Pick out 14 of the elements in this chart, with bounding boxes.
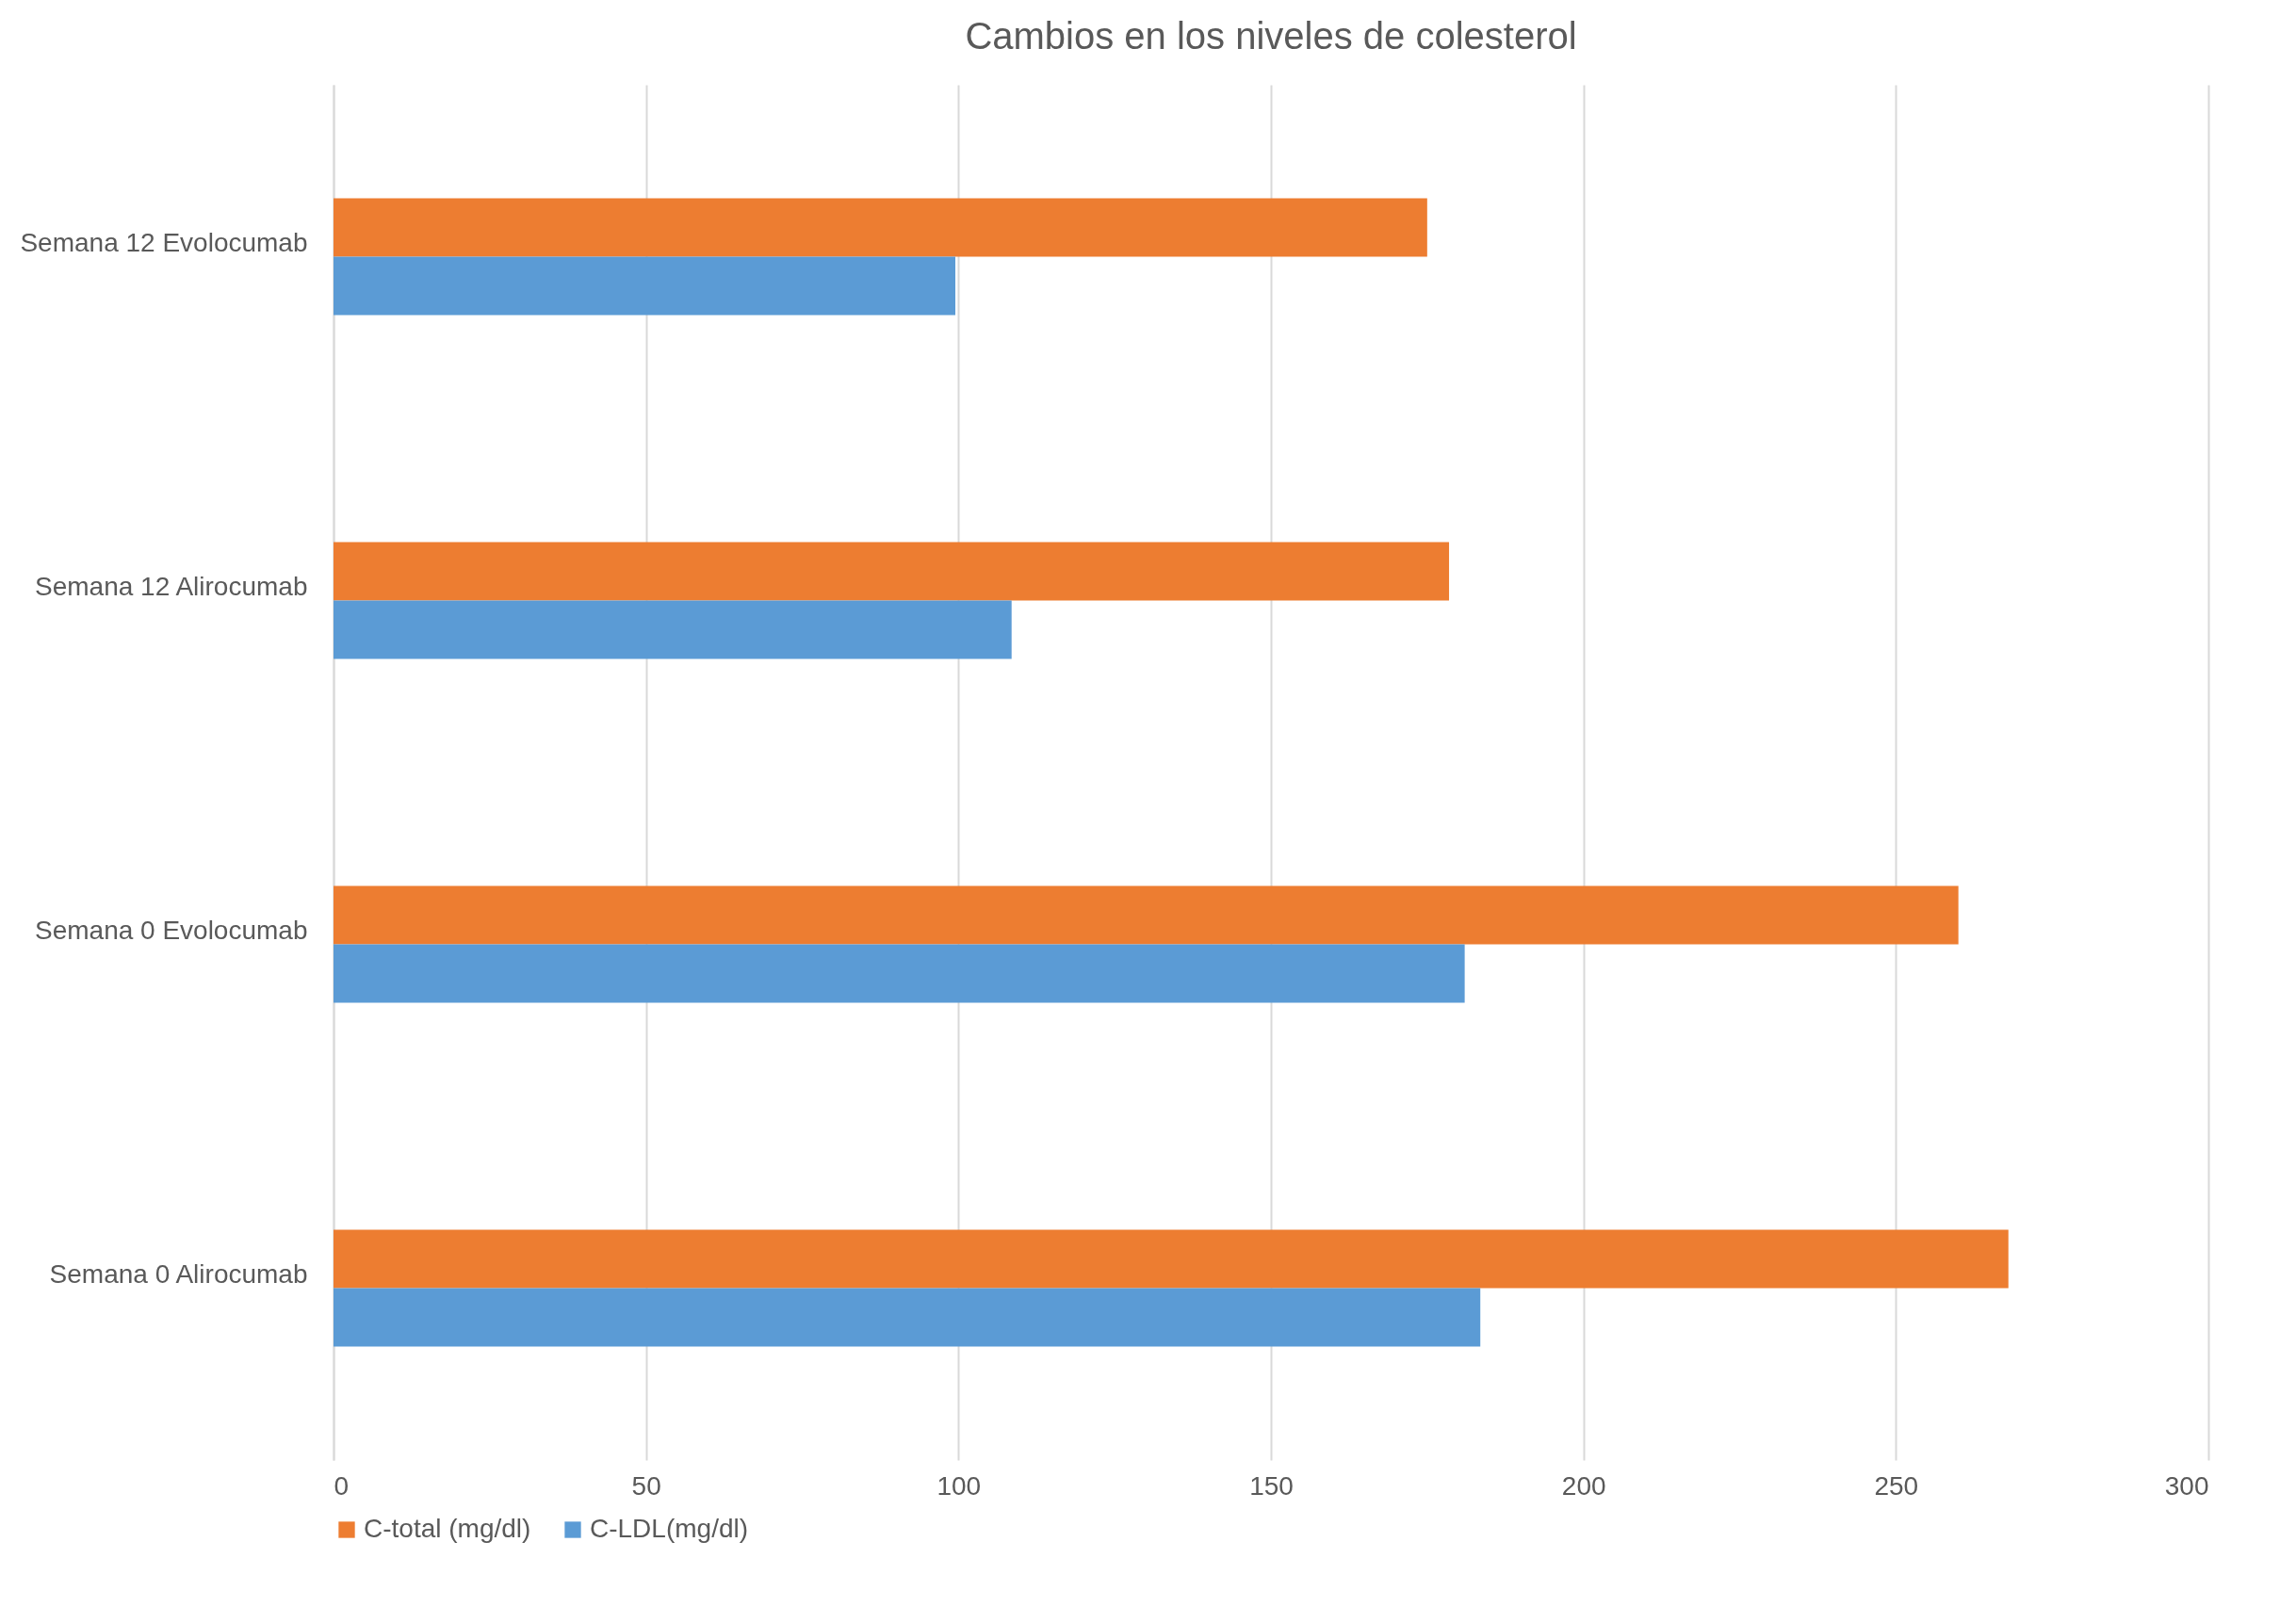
y-tick-label: Semana 0 Alirocumab [49,1258,308,1289]
chart-title: Cambios en los niveles de colesterol [965,15,1577,57]
legend-label: C-total (mg/dl) [364,1514,531,1543]
legend-label: C-LDL(mg/dl) [590,1514,749,1543]
y-tick-label: Semana 0 Evolocumab [34,915,308,945]
x-tick-label: 150 [1249,1470,1294,1501]
x-tick-label: 50 [631,1470,661,1501]
x-tick-label: 250 [1874,1470,1919,1501]
x-tick-label: 100 [936,1470,982,1501]
x-tick-label: 300 [2164,1470,2209,1501]
x-tick-label: 0 [334,1470,350,1501]
y-tick-label: Semana 12 Evolocumab [20,227,308,257]
y-tick-label: Semana 12 Alirocumab [34,571,308,601]
x-tick-label: 200 [1561,1470,1606,1501]
